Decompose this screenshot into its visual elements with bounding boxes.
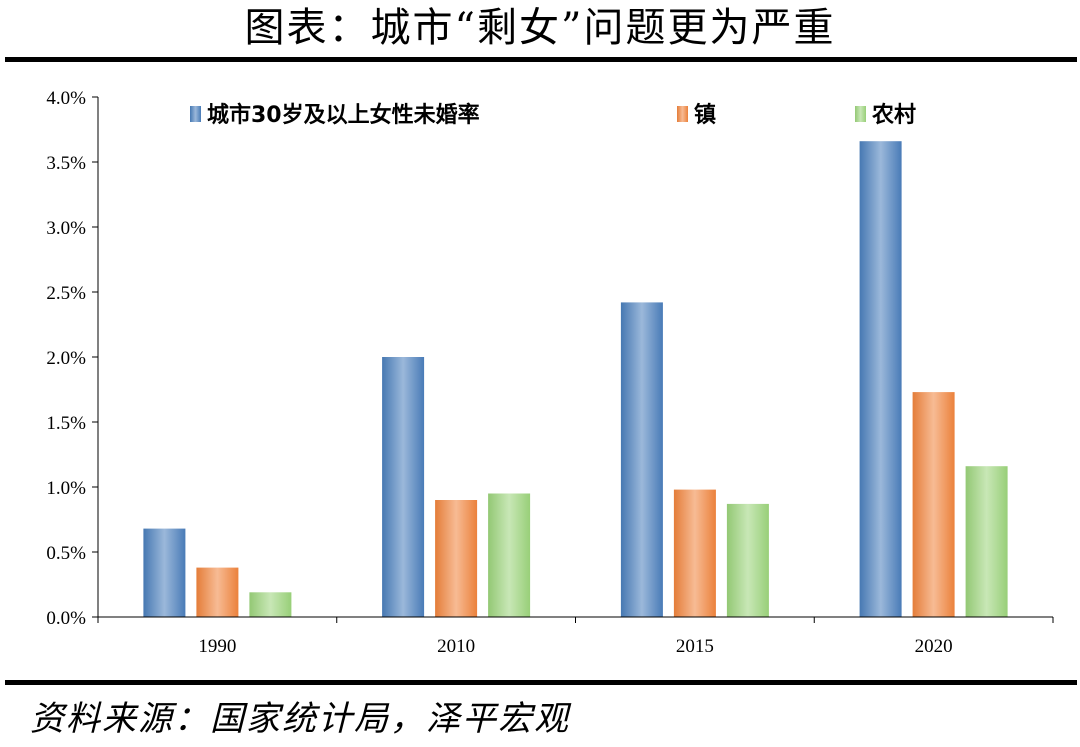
bar-2015-series-2 (673, 489, 716, 617)
bar-1990-series-2 (196, 567, 239, 617)
y-tick-label: 3.5% (46, 153, 86, 174)
x-tick-label: 2020 (915, 636, 953, 657)
legend-label-1: 城市30岁及以上女性未婚率 (207, 102, 480, 128)
title-divider (5, 57, 1077, 62)
source-note: 资料来源：国家统计局，泽平宏观 (30, 699, 570, 739)
bar-1990-series-1 (143, 528, 186, 617)
bar-2010-series-3 (488, 493, 531, 617)
legend-swatch-2 (677, 106, 688, 122)
y-tick-label: 0.5% (46, 543, 86, 564)
y-tick-label: 3.0% (46, 218, 86, 239)
y-tick-label: 2.5% (46, 283, 86, 304)
page-title: 图表：城市“剩女”问题更为严重 (244, 5, 836, 51)
y-tick-label: 1.5% (46, 413, 86, 434)
bar-2015-series-3 (726, 503, 769, 617)
bar-2020-series-1 (859, 141, 902, 617)
source-divider (5, 680, 1077, 685)
bar-2015-series-1 (620, 302, 663, 617)
legend: 城市30岁及以上女性未婚率 镇 农村 (190, 102, 916, 128)
x-tick-label: 2010 (437, 636, 475, 657)
legend-label-2: 镇 (694, 103, 716, 128)
bar-1990-series-3 (249, 592, 292, 617)
x-tick-label: 1990 (198, 636, 236, 657)
y-tick-label: 1.0% (46, 478, 86, 499)
bar-2010-series-1 (382, 357, 425, 617)
bar-2020-series-3 (965, 466, 1008, 617)
y-tick-label: 2.0% (46, 348, 86, 369)
axes-layer: 0.0% 0.5% 1.0% 1.5% 2.0% 2.5% 3.0% 3.5% 4.0% 1990… (46, 88, 1054, 657)
legend-swatch-1 (190, 106, 201, 122)
y-tick-label: 4.0% (46, 88, 86, 109)
bar-2010-series-2 (435, 500, 478, 617)
y-tick-label: 0.0% (46, 608, 86, 629)
x-tick-label: 2015 (676, 636, 714, 657)
bar-2020-series-2 (912, 392, 955, 617)
bar-chart: 0.0% 0.5% 1.0% 1.5% 2.0% 2.5% 3.0% 3.5% 4.0% 1990… (46, 88, 1054, 657)
bars-layer (143, 141, 1008, 617)
legend-label-3: 农村 (871, 102, 916, 128)
legend-swatch-3 (855, 106, 866, 122)
